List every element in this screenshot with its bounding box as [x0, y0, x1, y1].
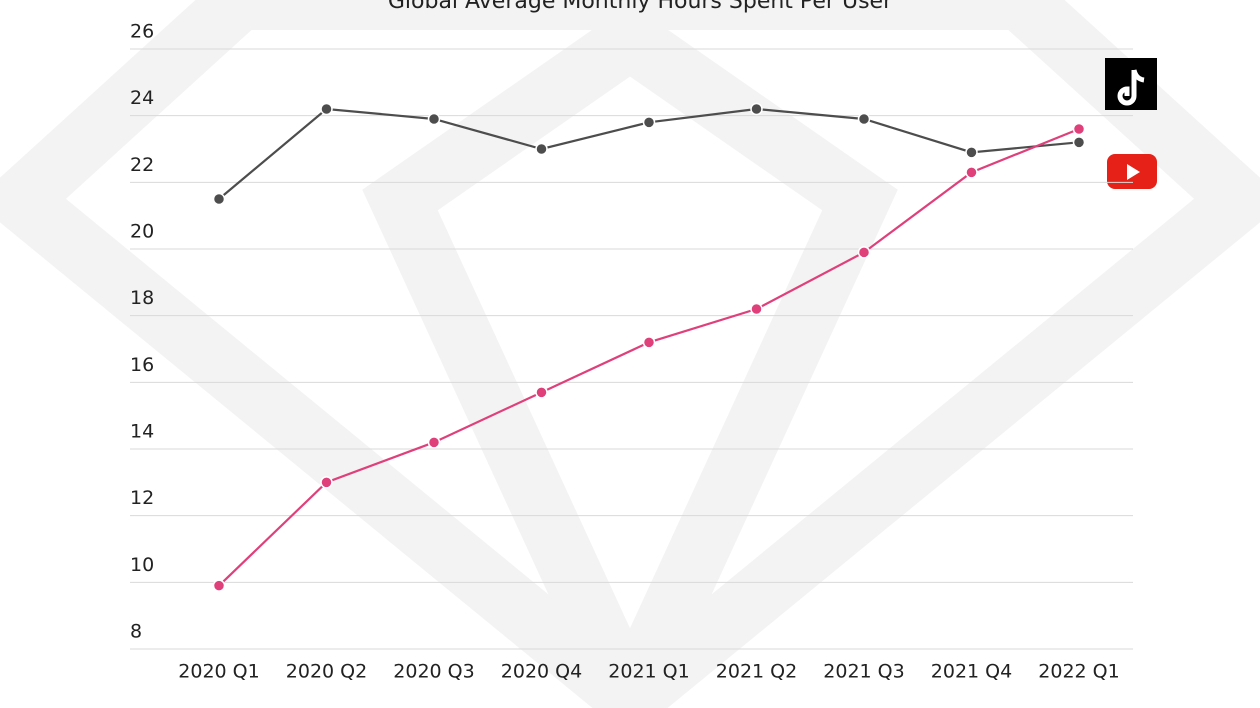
data-point	[965, 146, 978, 159]
data-point	[535, 386, 548, 399]
data-point	[427, 112, 441, 126]
data-point	[857, 246, 871, 259]
y-tick-label: 8	[130, 621, 142, 643]
youtube-icon	[1107, 154, 1157, 189]
x-tick-label: 2020 Q3	[393, 661, 474, 683]
data-point	[965, 166, 978, 179]
y-tick-label: 24	[130, 87, 154, 109]
data-point	[750, 102, 763, 116]
tiktok-icon	[1105, 58, 1157, 110]
y-tick-label: 14	[130, 421, 154, 443]
data-point	[320, 476, 333, 489]
x-tick-label: 2021 Q2	[716, 661, 797, 683]
chart-title: Global Average Monthly Hours Spent Per U…	[388, 0, 893, 14]
data-point	[857, 112, 871, 126]
y-tick-label: 12	[130, 487, 154, 509]
data-point	[212, 192, 226, 206]
y-tick-label: 26	[130, 21, 154, 43]
y-tick-label: 16	[130, 354, 154, 376]
data-point	[212, 579, 226, 592]
x-tick-label: 2021 Q4	[931, 661, 1012, 683]
data-point	[642, 336, 656, 349]
x-tick-label: 2020 Q1	[178, 661, 259, 683]
y-tick-label: 22	[130, 154, 154, 176]
data-point	[750, 302, 763, 316]
x-tick-label: 2021 Q3	[823, 661, 904, 683]
x-tick-label: 2020 Q4	[501, 661, 582, 683]
x-tick-label: 2021 Q1	[608, 661, 689, 683]
y-tick-label: 20	[130, 221, 154, 243]
data-point	[535, 142, 548, 156]
data-point	[1072, 122, 1086, 136]
data-point	[1072, 136, 1086, 149]
series-line	[218, 127, 1080, 587]
data-point	[642, 116, 656, 129]
y-tick-label: 18	[130, 287, 154, 309]
y-tick-label: 10	[130, 554, 154, 576]
data-point	[320, 102, 333, 116]
x-tick-label: 2020 Q2	[286, 661, 367, 683]
x-tick-label: 2022 Q1	[1038, 661, 1119, 683]
data-point	[427, 436, 441, 449]
